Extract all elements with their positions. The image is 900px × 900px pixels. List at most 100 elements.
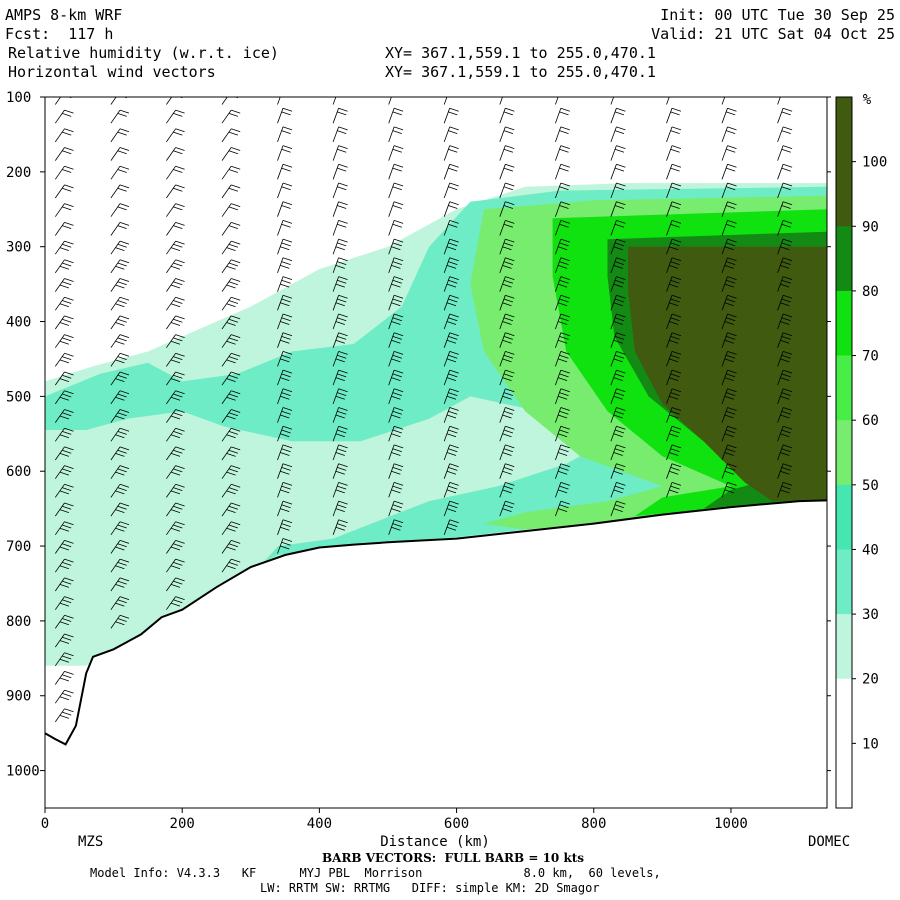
wind-barb [443,238,451,255]
wind-barb-flag [782,351,793,355]
x-axis-label: Distance (km) [380,834,490,850]
colorbar-segment [836,161,852,227]
wind-barb [499,145,506,161]
wind-barb-flag [119,165,130,170]
wind-barb-flag [392,317,402,322]
wind-barb-flag [173,206,183,211]
wind-barb [443,220,451,236]
wind-barb [610,220,617,236]
wind-barb-flag [670,111,680,116]
wind-barb-flag [613,302,623,307]
wind-barb-flag [502,433,512,438]
wind-barb-flag [448,336,458,340]
wind-barb-flag [505,425,515,430]
wind-barb-flag [391,452,401,456]
x-tick-label: 1000 [714,816,748,832]
wind-barb-flag [119,390,130,395]
wind-barb [277,164,284,180]
wind-barb [610,351,617,367]
wind-barb-flag [281,485,291,490]
wind-barb-flag [557,265,568,269]
wind-barb [332,126,339,143]
wind-barb-flag [446,526,457,531]
wind-barb [443,351,451,367]
wind-barb-flag [505,182,515,187]
wind-barb-flag [781,336,791,340]
wind-barb-flag [727,163,737,168]
wind-barb-flag [614,186,625,191]
wind-barb [54,558,65,573]
wind-barb-flag [614,336,625,340]
wind-barb [54,147,65,161]
wind-barb-flag [726,130,736,134]
wind-barb [54,371,65,386]
wind-barb [610,295,617,311]
wind-barb-flag [724,339,734,344]
wind-barb [332,97,337,105]
wind-barb [721,220,728,236]
wind-barb-flag [727,107,737,112]
wind-barb-flag [614,448,625,453]
wind-barb-flag [503,205,514,209]
wind-barb-flag [119,222,130,226]
wind-barb [277,538,284,554]
wind-barb-flag [231,390,241,395]
wind-barb [166,222,176,236]
wind-barb-flag [449,407,459,411]
wind-barb [610,313,617,330]
wind-barb-flag [62,281,72,286]
wind-barb-flag [449,145,459,149]
wind-barb-flag [282,369,293,374]
x-tick-label: 800 [581,816,606,832]
wind-barb-flag [728,89,737,92]
wind-barb-flag [727,444,737,449]
wind-barb-flag [231,483,241,488]
wind-barb-flag [448,504,458,509]
wind-barb-flag [505,238,515,243]
wind-barb-flag [64,540,74,544]
wind-barb-flag [616,332,626,337]
wind-barb [54,184,65,199]
wind-barb-flag [62,225,72,229]
wind-barb [721,313,728,330]
wind-barb [555,220,562,236]
wind-barb-flag [781,485,791,490]
wind-barb-flag [59,677,70,682]
wind-barb-flag [613,470,623,475]
wind-barb-flag [780,302,790,307]
wind-barb-flag [335,526,345,531]
wind-barb [277,220,284,236]
wind-barb-flag [557,246,568,251]
wind-barb-flag [449,238,459,243]
wind-barb-flag [669,489,679,494]
wind-barb-flag [175,334,185,338]
wind-barb-flag [505,313,515,318]
wind-barb-flag [281,392,291,396]
wind-barb [166,315,176,330]
wind-barb-flag [782,182,793,187]
wind-barb-flag [115,415,125,420]
wind-barb [666,108,673,124]
wind-barb-flag [782,220,793,224]
wind-barb-flag [226,265,236,270]
wind-barb [388,126,395,143]
wind-barb-flag [175,184,185,189]
wind-barb [443,313,451,330]
wind-barb-flag [64,184,74,189]
wind-barb-flag [505,407,515,411]
wind-barb-flag [337,354,347,359]
wind-barb-flag [616,89,625,92]
wind-barb-flag [228,412,239,417]
colorbar-segment [836,549,852,615]
wind-barb [388,220,395,236]
wind-barb-flag [281,504,291,509]
wind-barb-flag [281,148,291,153]
wind-barb [555,182,562,199]
wind-barb-flag [782,107,793,112]
wind-barb-flag [59,527,70,532]
wind-barb-flag [175,315,185,320]
wind-barb-flag [616,463,626,468]
wind-barb-flag [338,238,348,243]
wind-barb-flag [170,584,181,588]
model-info: Model Info: V4.3.3 KF MYJ PBL Morrison 8… [90,866,661,880]
